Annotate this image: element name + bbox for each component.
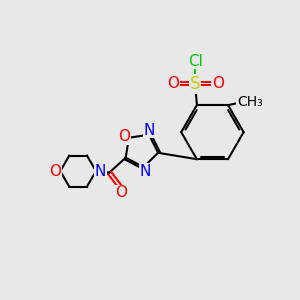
Text: O: O — [49, 164, 61, 178]
Text: Cl: Cl — [188, 54, 203, 69]
Text: N: N — [140, 164, 151, 179]
Text: N: N — [143, 123, 155, 138]
Text: N: N — [95, 164, 106, 178]
Text: S: S — [190, 75, 201, 93]
Text: O: O — [115, 185, 127, 200]
Text: O: O — [118, 129, 130, 144]
Text: O: O — [167, 76, 179, 91]
Text: CH₃: CH₃ — [237, 95, 262, 109]
Text: O: O — [212, 76, 224, 91]
